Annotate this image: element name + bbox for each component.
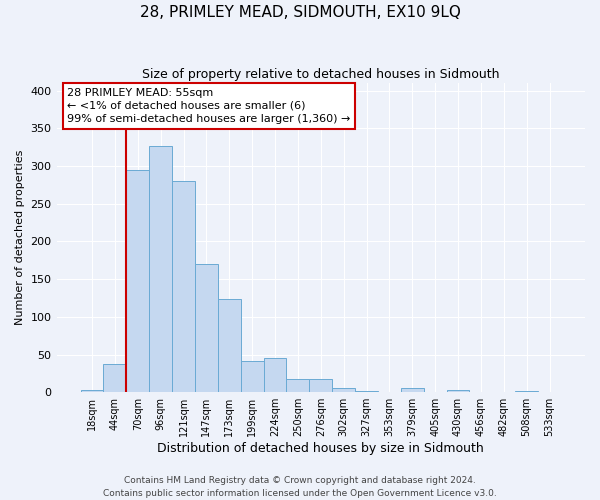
Bar xyxy=(446,390,469,392)
Bar xyxy=(332,388,355,392)
Title: Size of property relative to detached houses in Sidmouth: Size of property relative to detached ho… xyxy=(142,68,500,80)
Bar xyxy=(515,390,538,392)
Bar xyxy=(218,298,241,392)
Bar xyxy=(241,360,263,392)
X-axis label: Distribution of detached houses by size in Sidmouth: Distribution of detached houses by size … xyxy=(157,442,484,455)
Text: 28, PRIMLEY MEAD, SIDMOUTH, EX10 9LQ: 28, PRIMLEY MEAD, SIDMOUTH, EX10 9LQ xyxy=(140,5,460,20)
Bar xyxy=(263,358,286,392)
Text: Contains HM Land Registry data © Crown copyright and database right 2024.
Contai: Contains HM Land Registry data © Crown c… xyxy=(103,476,497,498)
Bar xyxy=(401,388,424,392)
Bar xyxy=(103,364,127,392)
Bar xyxy=(127,170,149,392)
Bar xyxy=(286,380,310,392)
Bar xyxy=(195,264,218,392)
Text: 28 PRIMLEY MEAD: 55sqm
← <1% of detached houses are smaller (6)
99% of semi-deta: 28 PRIMLEY MEAD: 55sqm ← <1% of detached… xyxy=(67,88,350,124)
Bar xyxy=(310,380,332,392)
Y-axis label: Number of detached properties: Number of detached properties xyxy=(15,150,25,326)
Bar xyxy=(355,390,378,392)
Bar xyxy=(149,146,172,392)
Bar xyxy=(172,181,195,392)
Bar xyxy=(80,390,103,392)
